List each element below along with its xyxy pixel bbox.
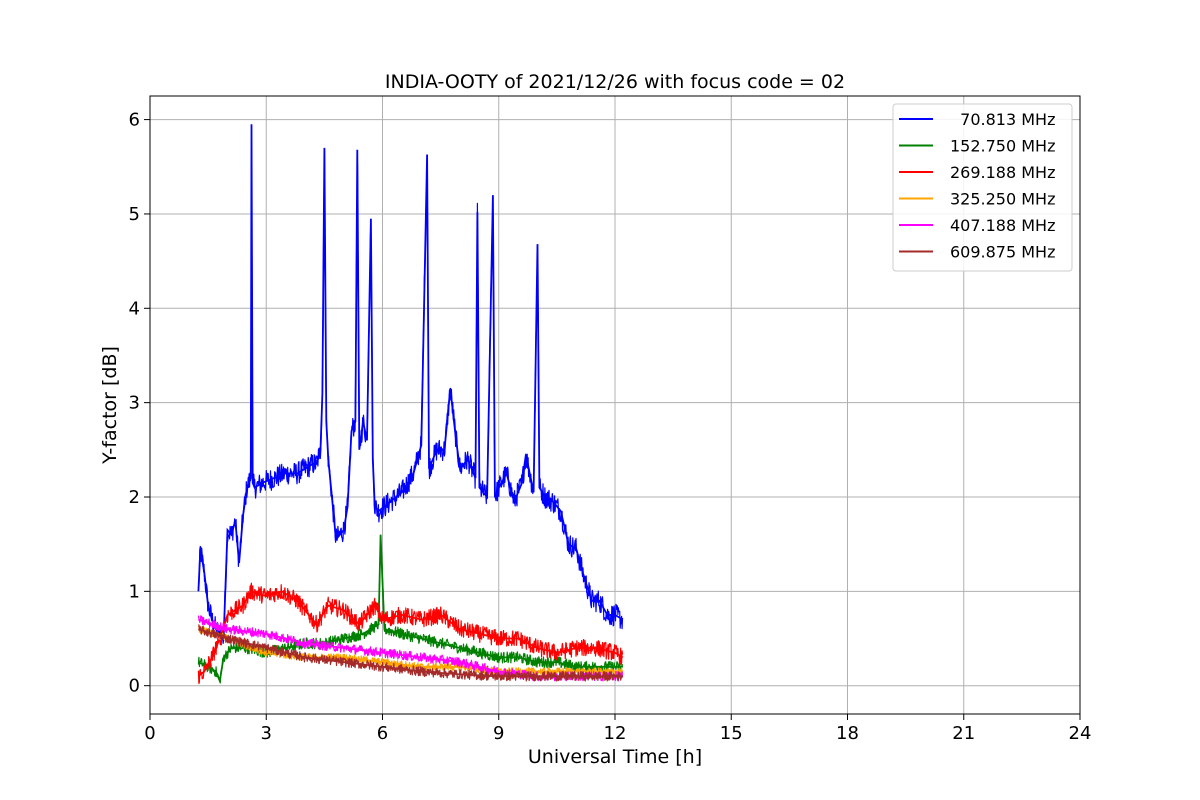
- y-tick-label: 4: [129, 298, 140, 319]
- x-tick-label: 3: [261, 723, 272, 744]
- x-tick-label: 18: [836, 723, 859, 744]
- y-axis-label: Y-factor [dB]: [99, 346, 121, 465]
- x-tick-label: 0: [144, 723, 155, 744]
- series-band: [197, 582, 624, 685]
- chart-title: INDIA-OOTY of 2021/12/26 with focus code…: [385, 71, 845, 93]
- series-band: [197, 539, 624, 684]
- y-tick-label: 6: [129, 110, 140, 131]
- y-axis: 0 1 2 3 4 5 6: [129, 110, 150, 697]
- series-band: [197, 149, 624, 646]
- series-line: [197, 590, 624, 677]
- series-1: [197, 534, 624, 685]
- series-line: [197, 124, 624, 641]
- series-line: [198, 628, 623, 678]
- y-tick-label: 1: [129, 581, 140, 602]
- series-band: [197, 615, 624, 682]
- x-tick-label: 24: [1069, 723, 1092, 744]
- legend-box: [892, 103, 1073, 272]
- y-tick-label: 5: [129, 204, 140, 225]
- x-tick-label: 6: [377, 723, 388, 744]
- x-tick-label: 15: [720, 723, 743, 744]
- x-axis: 0 3 6 9 12 15 18 21 24: [144, 714, 1091, 744]
- grid: [149, 96, 1081, 714]
- series-line: [198, 534, 623, 685]
- series-5: [198, 624, 623, 682]
- series-layer: [197, 124, 624, 685]
- y-tick-label: 0: [129, 676, 140, 697]
- x-tick-label: 9: [493, 723, 504, 744]
- x-tick-label: 21: [952, 723, 975, 744]
- y-tick-label: 2: [129, 487, 140, 508]
- legend: 70.813 MHz 152.750 MHz 269.188 MHz 325.250 …: [892, 103, 1073, 272]
- series-2: [197, 582, 624, 685]
- legend-label: 70.813 MHz: [950, 110, 1055, 129]
- legend-label: 269.188 MHz: [950, 163, 1055, 182]
- legend-label: 609.875 MHz: [950, 243, 1055, 262]
- legend-label: 407.188 MHz: [950, 216, 1055, 235]
- y-tick-label: 3: [129, 393, 140, 414]
- x-axis-label: Universal Time [h]: [528, 746, 702, 768]
- series-0: [197, 124, 624, 646]
- legend-label: 325.250 MHz: [950, 190, 1055, 209]
- legend-label: 152.750 MHz: [950, 137, 1055, 156]
- x-tick-label: 12: [604, 723, 627, 744]
